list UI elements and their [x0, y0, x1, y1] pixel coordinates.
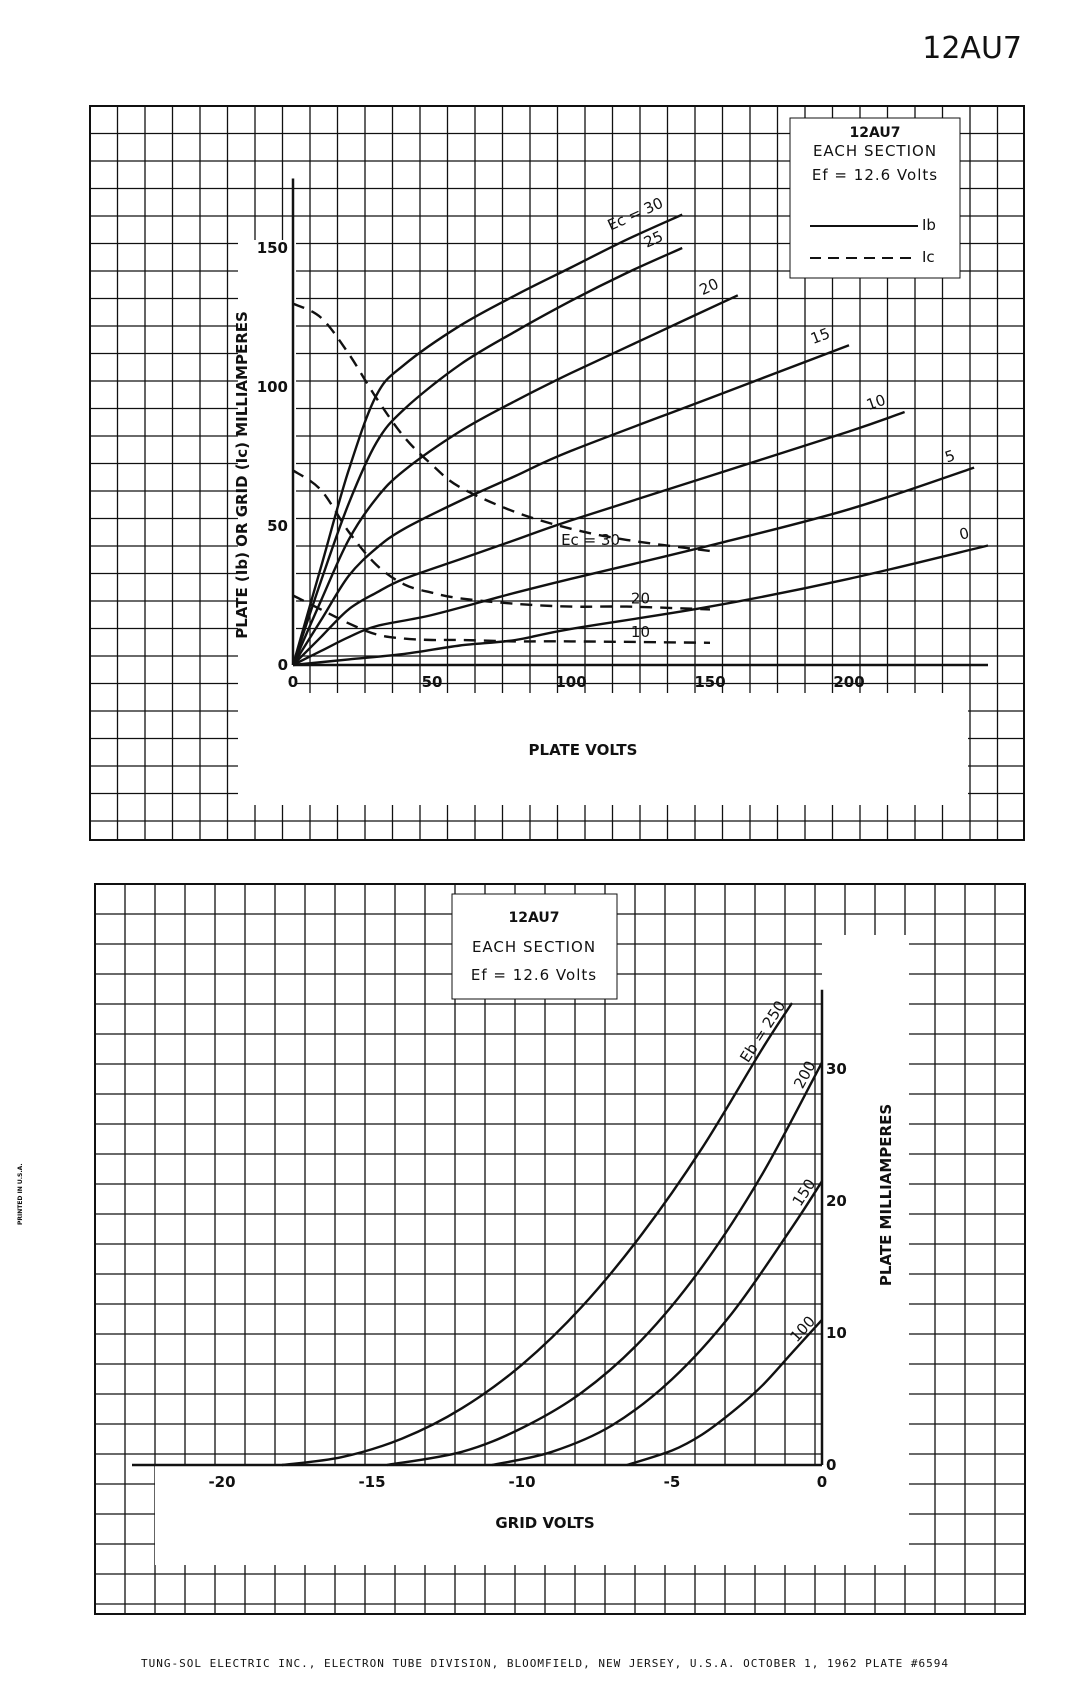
- legend-entry-ib: Ib: [922, 216, 936, 234]
- legend-entry-ic: Ic: [922, 248, 935, 266]
- legend-title: 12AU7: [509, 910, 560, 926]
- legend-filament: Ef = 12.6 Volts: [471, 966, 597, 984]
- y-axis-title: PLATE (Ib) OR GRID (Ic) MILLIAMPERES: [233, 311, 251, 639]
- x-tick-label: 100: [555, 673, 586, 691]
- transfer-curve-100: [626, 1318, 823, 1467]
- curve-label-250: Eb = 250: [736, 997, 789, 1065]
- chart-curves: [281, 1002, 824, 1467]
- plate-current-curve-25: [291, 246, 683, 666]
- footer-credit: TUNG-SOL ELECTRIC INC., ELECTRON TUBE DI…: [141, 1657, 949, 1670]
- x-axis-title: GRID VOLTS: [495, 1514, 594, 1532]
- y-tick-label: 0: [826, 1456, 836, 1474]
- plate-current-curve-30: [291, 213, 683, 666]
- x-axis-title: PLATE VOLTS: [529, 741, 638, 759]
- x-tick-label: 50: [422, 673, 443, 691]
- y-tick-label: 10: [826, 1324, 847, 1342]
- y-tick-label: 100: [257, 378, 288, 396]
- x-tick-label: 0: [817, 1473, 827, 1491]
- legend-title: 12AU7: [850, 125, 901, 141]
- x-tick-label: 200: [833, 673, 864, 691]
- legend-subtitle: EACH SECTION: [813, 142, 937, 160]
- side-stamp: PRINTED IN U.S.A.: [17, 1163, 24, 1225]
- tick-labels: -20 -15 -10 -5 00 10 20 30: [208, 1060, 846, 1491]
- chart-legend: 12AU7 EACH SECTION Ef = 12.6 Volts: [451, 893, 618, 1000]
- curve-label-ic-20: 20: [631, 589, 650, 607]
- curve-label-ib-15: 15: [808, 324, 832, 348]
- transfer-curve-250: [281, 1002, 794, 1467]
- curve-label-ib-20: 20: [697, 275, 722, 299]
- curve-label-ib-10: 10: [864, 391, 888, 414]
- chart-axes: [132, 989, 824, 1467]
- plate-current-curve-10: [292, 410, 906, 666]
- transfer-curve-150: [491, 1180, 824, 1467]
- chart-curves: [291, 213, 989, 667]
- grid-current-curve-10: [292, 594, 711, 644]
- y-tick-label: 0: [278, 656, 288, 674]
- chart-axes: [291, 178, 988, 667]
- curve-label-ic-30: Ec = 30: [561, 531, 620, 549]
- curve-label-ic-10: 10: [631, 623, 650, 641]
- x-tick-label: 0: [288, 673, 298, 691]
- legend-subtitle: EACH SECTION: [472, 938, 596, 956]
- y-tick-label: 150: [257, 239, 288, 257]
- y-tick-label: 20: [826, 1192, 847, 1210]
- x-tick-label: 150: [694, 673, 725, 691]
- x-tick-label: -5: [664, 1473, 681, 1491]
- chart-legend: 12AU7 EACH SECTION Ef = 12.6 Volts Ib Ic: [789, 117, 961, 279]
- plate-current-curve-15: [291, 344, 850, 666]
- plate-current-curve-0: [292, 544, 989, 667]
- transfer-curve-200: [386, 1061, 824, 1467]
- x-tick-label: -15: [358, 1473, 385, 1491]
- x-tick-label: -10: [508, 1473, 535, 1491]
- y-axis-title: PLATE MILLIAMPERES: [877, 1104, 895, 1286]
- curve-label-100: 100: [786, 1312, 819, 1345]
- plate-current-curve-5: [292, 466, 975, 667]
- y-tick-label: 50: [267, 517, 288, 535]
- bottom-panel: [155, 1465, 909, 1565]
- header-title: 12AU7: [922, 31, 1022, 66]
- xtick-panel: [238, 693, 968, 805]
- ylabel-panel: [238, 240, 296, 693]
- right-panel: [822, 935, 909, 1465]
- curve-label-ib-0: 0: [957, 524, 970, 544]
- legend-filament: Ef = 12.6 Volts: [812, 166, 938, 184]
- x-tick-label: -20: [208, 1473, 235, 1491]
- grid-current-curve-30: [292, 302, 711, 553]
- y-tick-label: 30: [826, 1060, 847, 1078]
- plate-current-curve-20: [291, 294, 739, 666]
- tick-labels: 0 50 100 150 200 0 50 100 150: [257, 239, 865, 691]
- grid-current-curve-20: [292, 469, 711, 611]
